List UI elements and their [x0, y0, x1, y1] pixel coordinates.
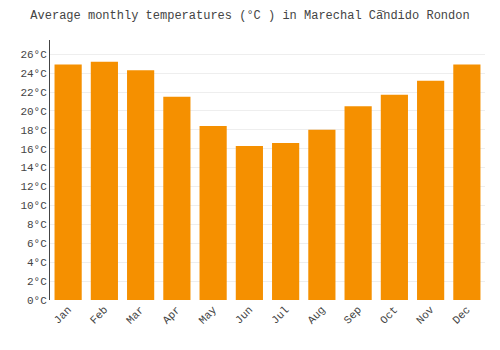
- svg-text:Jul: Jul: [269, 304, 291, 326]
- svg-text:Jan: Jan: [52, 304, 74, 326]
- svg-text:4°C: 4°C: [27, 257, 47, 269]
- svg-text:Average monthly temperatures (: Average monthly temperatures (°C ) in Ma…: [30, 9, 469, 23]
- svg-text:Oct: Oct: [378, 304, 400, 326]
- svg-text:12°C: 12°C: [20, 181, 47, 193]
- svg-text:Nov: Nov: [414, 304, 437, 327]
- svg-text:Aug: Aug: [305, 304, 327, 326]
- svg-text:0°C: 0°C: [27, 295, 47, 307]
- svg-text:14°C: 14°C: [20, 162, 47, 174]
- svg-text:20°C: 20°C: [20, 106, 47, 118]
- svg-text:Mar: Mar: [124, 304, 146, 326]
- svg-text:22°C: 22°C: [20, 87, 47, 99]
- svg-text:Sep: Sep: [342, 304, 364, 326]
- svg-text:10°C: 10°C: [20, 200, 47, 212]
- svg-text:Jun: Jun: [233, 304, 255, 326]
- svg-text:8°C: 8°C: [27, 219, 47, 231]
- svg-text:Dec: Dec: [450, 304, 472, 326]
- svg-text:6°C: 6°C: [27, 238, 47, 250]
- svg-text:2°C: 2°C: [27, 276, 47, 288]
- svg-text:24°C: 24°C: [20, 68, 47, 80]
- svg-text:May: May: [197, 304, 220, 327]
- svg-text:Apr: Apr: [160, 304, 182, 326]
- svg-text:Feb: Feb: [88, 304, 110, 326]
- svg-text:16°C: 16°C: [20, 144, 47, 156]
- svg-text:26°C: 26°C: [20, 49, 47, 61]
- svg-text:18°C: 18°C: [20, 125, 47, 137]
